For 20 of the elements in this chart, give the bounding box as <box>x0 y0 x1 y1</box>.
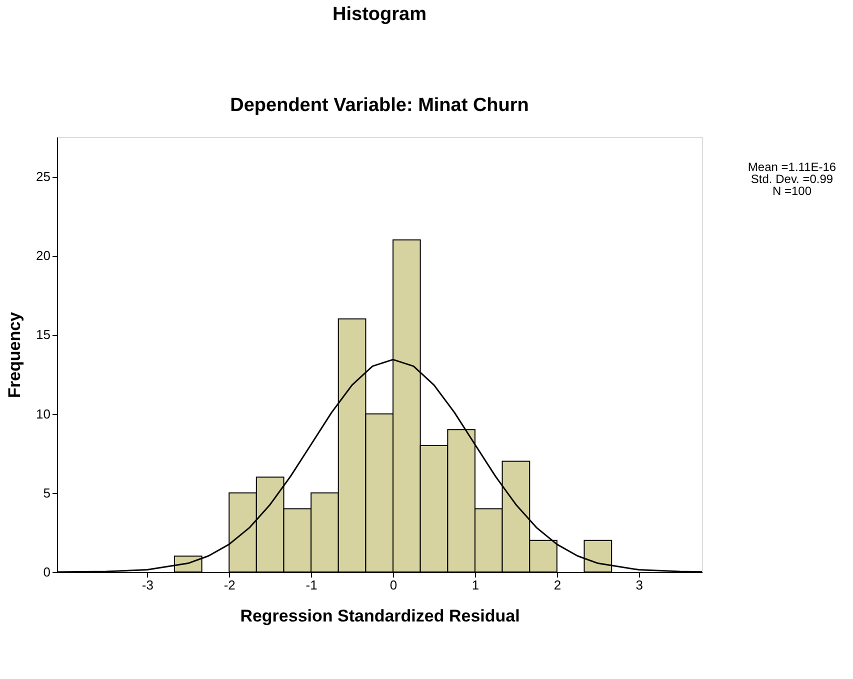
chart-title: Histogram <box>332 4 426 25</box>
y-axis-title: Frequency <box>5 311 24 398</box>
x-tick-label: 2 <box>554 578 562 592</box>
text: N =100 <box>772 184 812 198</box>
x-tick-label: 1 <box>472 578 480 592</box>
chart-subtitle: Dependent Variable: Minat Churn <box>230 95 529 116</box>
x-tick-label: -3 <box>142 578 154 592</box>
x-tick-label: 0 <box>390 578 398 592</box>
y-tick-label: 5 <box>43 485 50 500</box>
y-tick-label: 10 <box>36 406 50 422</box>
y-tick-label: 25 <box>36 169 50 184</box>
y-tick-label: 20 <box>36 248 50 264</box>
x-axis-title: Regression Standardized Residual <box>240 606 520 626</box>
x-tick-label: -2 <box>224 578 236 592</box>
x-tick-label: 3 <box>636 578 644 592</box>
y-tick-label: 15 <box>36 327 50 342</box>
text: Mean =1.11E-16 <box>748 160 836 174</box>
x-tick-label: -1 <box>306 578 318 592</box>
y-tick-label: 0 <box>43 564 50 580</box>
text: Std. Dev. =0.99 <box>750 172 834 186</box>
